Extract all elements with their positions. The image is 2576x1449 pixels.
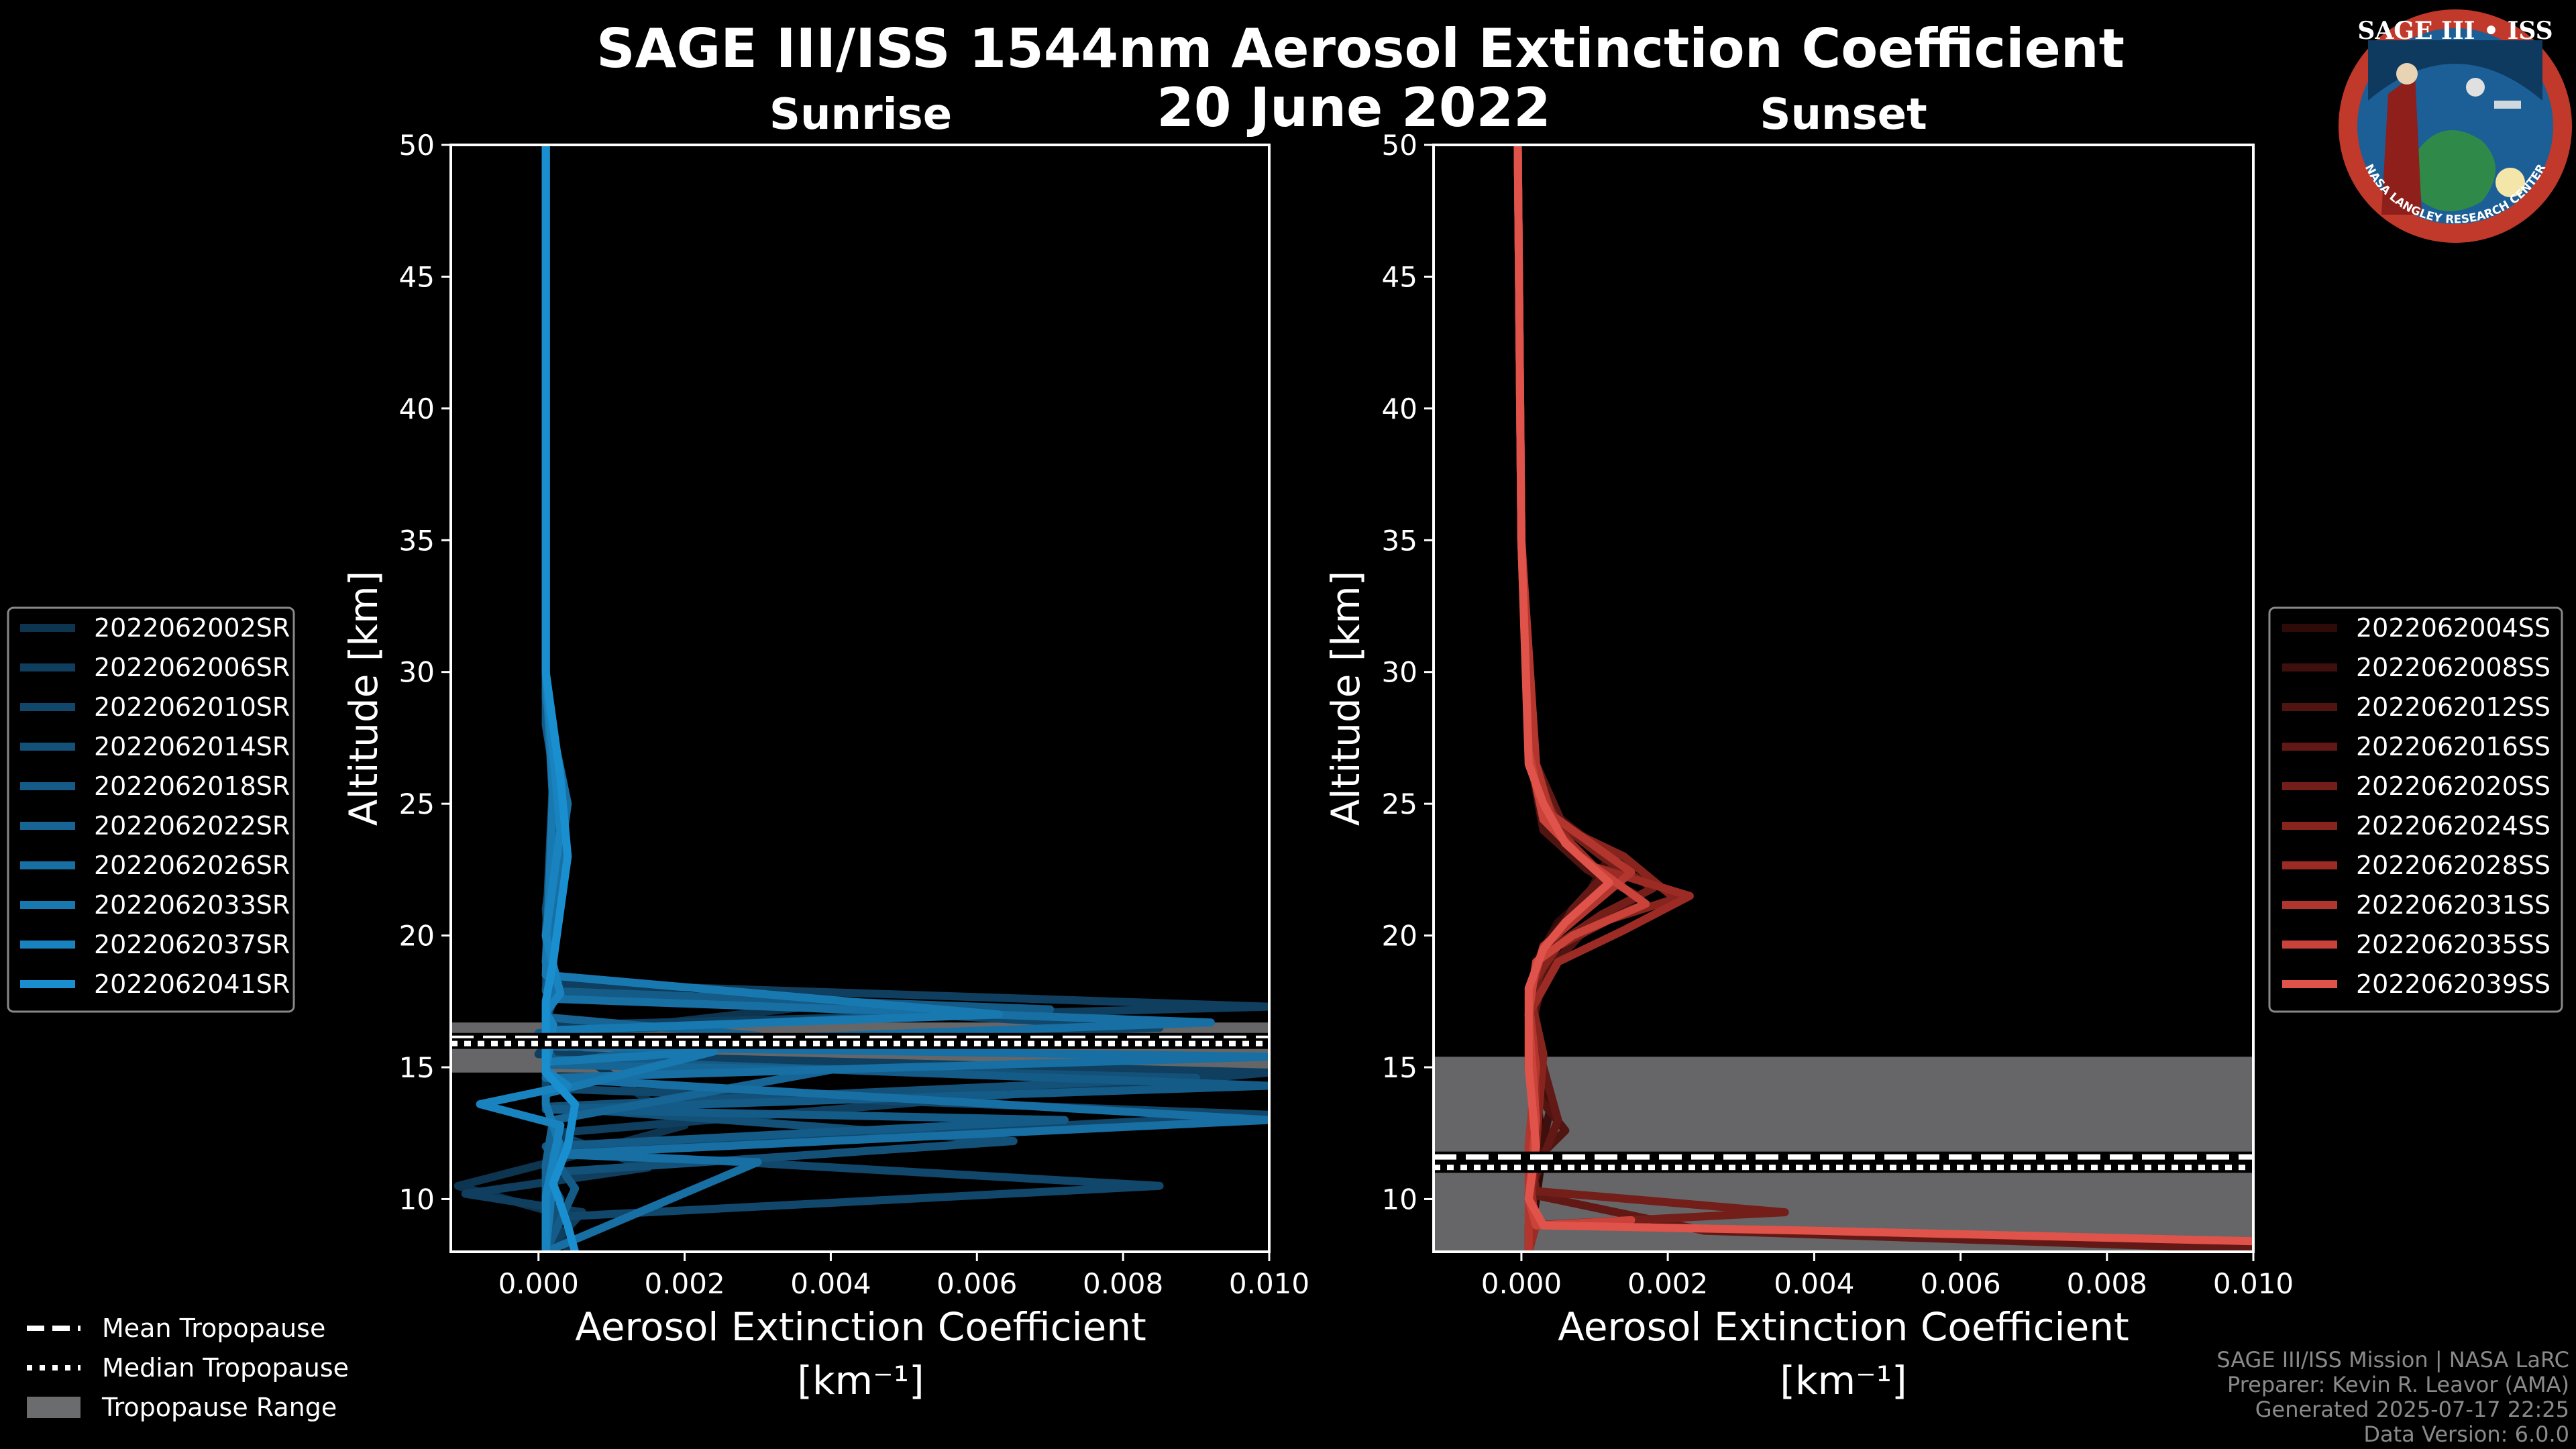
sunset-legend-label: 2022062004SS — [2356, 613, 2551, 643]
sunset-x-ticks: 0.000 0.002 0.004 0.006 0.008 0.010 — [1481, 1252, 2294, 1300]
tropopause-legend-label: Median Tropopause — [102, 1353, 349, 1383]
credit-preparer: Preparer: Kevin R. Leavor (AMA) — [2227, 1372, 2569, 1397]
sunrise-legend-label: 2022062022SR — [94, 811, 290, 841]
logo-station-icon — [2494, 101, 2521, 109]
sunset-x-tick-label: 0.000 — [1481, 1267, 1562, 1300]
sunset-legend: 2022062004SS 2022062008SS 2022062012SS 2022… — [2268, 606, 2563, 1013]
sunset-legend-label: 2022062012SS — [2356, 692, 2551, 722]
sunset-x-axis-unit: [km⁻¹] — [1780, 1358, 1907, 1403]
sunrise-legend-label: 2022062033SR — [94, 890, 290, 920]
sunset-x-tick-label: 0.004 — [1774, 1267, 1854, 1300]
sunrise-y-axis-label: Altitude [km] — [341, 571, 386, 826]
sunrise-x-tick-label: 0.010 — [1229, 1267, 1309, 1300]
sunset-y-tick-label: 40 — [1382, 392, 1417, 425]
sunset-x-tick-label: 0.010 — [2213, 1267, 2294, 1300]
sunrise-legend-label: 2022062006SR — [94, 653, 290, 682]
tropopause-legend-label: Mean Tropopause — [102, 1313, 325, 1343]
sunrise-x-tick-label: 0.008 — [1083, 1267, 1163, 1300]
sunrise-y-tick-label: 25 — [399, 788, 435, 820]
tropopause-legend-label: Tropopause Range — [101, 1393, 337, 1422]
sunrise-legend-label: 2022062018SR — [94, 771, 290, 801]
sunset-series-line-2022062039SS — [1513, 145, 2253, 1246]
tropopause-legend: Mean Tropopause Median Tropopause Tropopau… — [27, 1313, 349, 1422]
sunset-legend-label: 2022062016SS — [2356, 732, 2551, 761]
sunrise-y-tick-label: 50 — [399, 129, 435, 162]
sunset-legend-label: 2022062035SS — [2356, 930, 2551, 959]
sunrise-x-ticks: 0.000 0.002 0.004 0.006 0.008 0.010 — [498, 1252, 1309, 1300]
sunset-legend-label: 2022062028SS — [2356, 851, 2551, 880]
sunset-x-tick-label: 0.008 — [2067, 1267, 2147, 1300]
sunset-legend-label: 2022062020SS — [2356, 771, 2551, 801]
sunset-y-tick-label: 10 — [1382, 1183, 1417, 1216]
sunset-x-tick-label: 0.002 — [1627, 1267, 1708, 1300]
sunrise-legend: 2022062002SR 2022062006SR 2022062010SR 2022… — [7, 606, 295, 1013]
sunrise-legend-label: 2022062026SR — [94, 851, 290, 880]
sunrise-x-axis-label: Aerosol Extinction Coefficient — [575, 1304, 1146, 1350]
credit-data-version: Data Version: 6.0.0 — [2363, 1421, 2569, 1447]
sunrise-legend-label: 2022062041SR — [94, 969, 290, 999]
sunset-y-axis-label: Altitude [km] — [1323, 571, 1368, 826]
sunset-legend-box — [2268, 606, 2563, 1013]
sunrise-legend-label: 2022062002SR — [94, 613, 290, 643]
sunrise-y-tick-label: 45 — [399, 260, 435, 293]
sage-iii-iss-logo: SAGE III • ISS NASA LANGLEY RESEARCH CEN… — [2339, 9, 2572, 243]
sunset-y-tick-label: 15 — [1382, 1051, 1417, 1084]
sunset-legend-label: 2022062008SS — [2356, 653, 2551, 682]
sunset-plot-frame — [1432, 144, 2255, 1253]
sunset-y-tick-label: 25 — [1382, 788, 1417, 820]
sunset-panel: Sunset 0.000 0.002 0.004 0.006 0.008 0.010 10… — [1323, 90, 2294, 1403]
logo-moon-icon — [2466, 78, 2485, 97]
sunset-tropopause-lines-layer — [1434, 1151, 2253, 1173]
sunset-series-layer — [1513, 145, 2253, 1252]
sunrise-tropopause-lines-layer — [451, 1032, 1269, 1049]
sunrise-legend-label: 2022062010SR — [94, 692, 290, 722]
logo-figure-icon — [2381, 74, 2422, 215]
sunrise-y-tick-label: 20 — [399, 920, 435, 953]
sunrise-x-tick-label: 0.000 — [498, 1267, 579, 1300]
figure-title: SAGE III/ISS 1544nm Aerosol Extinction C… — [596, 17, 2125, 80]
sunset-y-tick-label: 45 — [1382, 260, 1417, 293]
sunrise-x-tick-label: 0.004 — [790, 1267, 871, 1300]
sunrise-y-tick-label: 40 — [399, 392, 435, 425]
credit-mission: SAGE III/ISS Mission | NASA LaRC — [2216, 1347, 2569, 1373]
logo-text: SAGE III • ISS — [2357, 17, 2553, 45]
sunset-y-tick-label: 20 — [1382, 920, 1417, 953]
logo-earth-icon — [2415, 130, 2496, 211]
sunrise-legend-label: 2022062037SR — [94, 930, 290, 959]
sunrise-plot-frame — [449, 144, 1271, 1253]
logo-face-icon — [2396, 63, 2418, 85]
figure-date: 20 June 2022 — [1157, 76, 1551, 139]
sunrise-x-axis-unit: [km⁻¹] — [797, 1358, 924, 1403]
tropopause-range-swatch — [27, 1397, 80, 1418]
sunset-y-tick-label: 35 — [1382, 524, 1417, 557]
sunset-y-tick-label: 50 — [1382, 129, 1417, 162]
credits: SAGE III/ISS Mission | NASA LaRC Prepare… — [2216, 1347, 2569, 1447]
sunset-legend-label: 2022062039SS — [2356, 969, 2551, 999]
sunrise-x-tick-label: 0.002 — [644, 1267, 724, 1300]
sunrise-legend-label: 2022062014SR — [94, 732, 290, 761]
sunset-y-ticks: 10 15 20 25 30 35 40 45 50 — [1382, 129, 1434, 1216]
sunset-y-tick-label: 30 — [1382, 656, 1417, 689]
sunset-x-axis-label: Aerosol Extinction Coefficient — [1558, 1304, 2129, 1350]
sunrise-y-tick-label: 30 — [399, 656, 435, 689]
sunrise-panel: Sunrise 0.000 0.002 0.004 0.006 0.008 0.010 1… — [341, 90, 1309, 1403]
sunset-legend-label: 2022062031SS — [2356, 890, 2551, 920]
sunrise-x-tick-label: 0.006 — [936, 1267, 1017, 1300]
sunrise-series-line-2022062037SR — [476, 145, 572, 1252]
sunrise-y-tick-label: 35 — [399, 524, 435, 557]
sunrise-y-tick-label: 15 — [399, 1051, 435, 1084]
sunrise-legend-box — [7, 606, 295, 1013]
credit-generated: Generated 2025-07-17 22:25 — [2255, 1397, 2569, 1422]
sunrise-y-tick-label: 10 — [399, 1183, 435, 1216]
sunrise-panel-title: Sunrise — [769, 90, 952, 140]
sunrise-y-ticks: 10 15 20 25 30 35 40 45 50 — [399, 129, 451, 1216]
sunset-panel-title: Sunset — [1760, 90, 1927, 140]
sunrise-series-line-2022062041SR — [541, 145, 580, 1252]
sunset-legend-label: 2022062024SS — [2356, 811, 2551, 841]
sunset-x-tick-label: 0.006 — [1920, 1267, 2000, 1300]
logo-sky — [2368, 40, 2542, 101]
logo-sun-icon — [2496, 168, 2525, 197]
